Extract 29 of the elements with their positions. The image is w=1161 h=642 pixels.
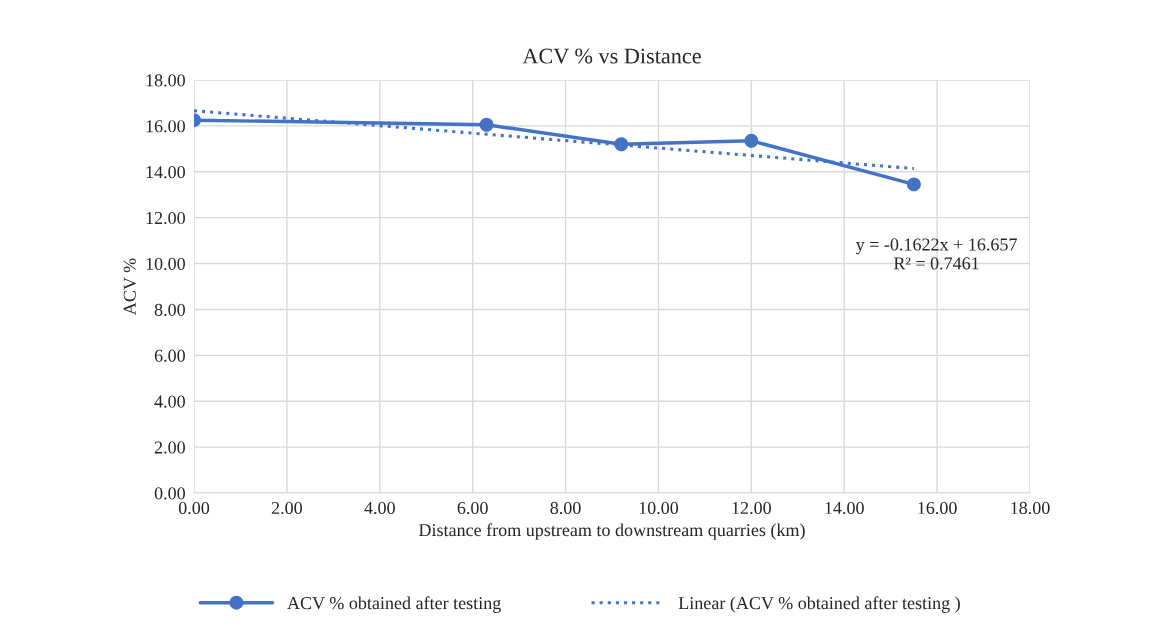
y-tick-label: 18.00 (146, 74, 185, 87)
point (906, 177, 921, 192)
y-tick-label: 12.00 (146, 211, 185, 225)
y-tick-label: 8.00 (154, 303, 185, 316)
chart-title: ACV % vs Distance (522, 48, 701, 64)
annotation: y = -0.1622x + 16.657 R² = 0.7461 (855, 238, 1017, 270)
y-tick-label: 2.00 (154, 441, 185, 454)
x-tick-label: 0.00 (178, 501, 210, 515)
x-tick-label: 10.00 (639, 501, 679, 515)
y-tick-label: 0.00 (154, 487, 185, 500)
x-axis-title: Distance from upstream to downstream quarries (km) (418, 523, 805, 540)
legend-label: Linear (ACV % obtained after testing ) (678, 596, 960, 613)
y-tick-label: 4.00 (154, 395, 185, 408)
x-tick-label: 6.00 (457, 501, 488, 515)
point (744, 133, 759, 148)
x-tick-label: 14.00 (825, 501, 864, 515)
x-tick-label: 18.00 (1011, 501, 1050, 515)
legend-label: ACV % obtained after testing (287, 596, 501, 613)
y-tick-label: 6.00 (154, 349, 185, 362)
x-tick-label: 4.00 (364, 501, 395, 515)
x-tick-label: 16.00 (918, 501, 957, 515)
x-tick-label: 2.00 (271, 501, 302, 515)
y-tick-label: 14.00 (146, 166, 185, 179)
y-axis-title: ACV % (123, 258, 136, 315)
y-tick-label: 16.00 (146, 120, 185, 133)
y-tick-label: 10.00 (146, 257, 185, 271)
x-tick-label: 12.00 (732, 501, 771, 515)
x-tick-label: 8.00 (550, 501, 581, 515)
point (479, 117, 494, 132)
